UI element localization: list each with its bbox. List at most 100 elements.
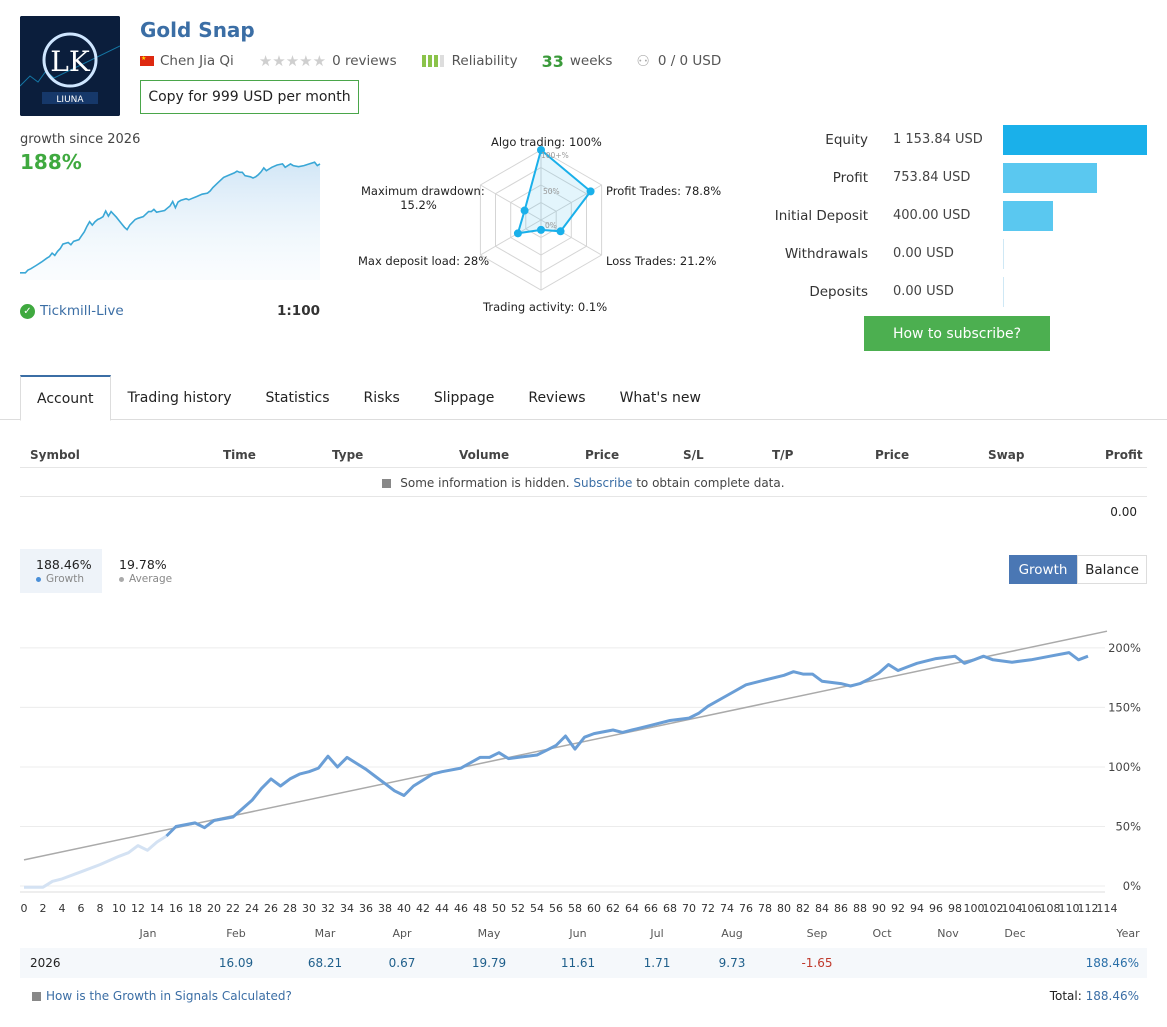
tab-risks[interactable]: Risks xyxy=(363,389,400,406)
copy-button[interactable]: Copy for 999 USD per month xyxy=(140,80,359,114)
x-tick-label: 50 xyxy=(492,902,506,915)
subscribe-link[interactable]: Subscribe xyxy=(573,476,633,490)
tab-statistics[interactable]: Statistics xyxy=(265,389,330,406)
logo-mark: LK xyxy=(50,45,91,78)
logo-text: LIUNA xyxy=(56,95,84,105)
x-tick-label: 92 xyxy=(891,902,905,915)
y-tick-label: 0% xyxy=(1123,879,1141,893)
radar-axis xyxy=(540,219,602,256)
x-tick-label: 2 xyxy=(40,902,47,915)
x-tick-label: 64 xyxy=(625,902,639,915)
tab-slippage[interactable]: Slippage xyxy=(433,389,495,406)
tab-reviews[interactable]: Reviews xyxy=(528,389,586,406)
col-type: Type xyxy=(332,448,364,462)
x-tick-label: 80 xyxy=(777,902,791,915)
radar-axis xyxy=(480,219,542,256)
x-tick-label: 46 xyxy=(454,902,468,915)
author-name[interactable]: Chen Jia Qi xyxy=(160,53,234,69)
x-tick-label: 20 xyxy=(207,902,221,915)
month-value: 11.61 xyxy=(560,956,596,970)
x-tick-label: 74 xyxy=(720,902,734,915)
x-tick-label: 94 xyxy=(910,902,924,915)
month-label: Aug xyxy=(721,927,743,940)
x-tick-label: 22 xyxy=(226,902,240,915)
reliability-icon xyxy=(421,55,444,67)
how-to-subscribe-button[interactable]: How to subscribe? xyxy=(864,316,1050,351)
x-tick-label: 34 xyxy=(340,902,354,915)
x-tick-label: 6 xyxy=(78,902,85,915)
equity-row: Withdrawals 0.00 USD xyxy=(760,239,1160,269)
average-line xyxy=(23,630,1108,861)
x-tick-label: 30 xyxy=(302,902,316,915)
radar-point xyxy=(537,146,545,154)
x-tick-label: 88 xyxy=(853,902,867,915)
y-tick-label: 50% xyxy=(1115,820,1141,834)
equity-row-value: 1 153.84 USD xyxy=(893,132,983,147)
x-tick-label: 10 xyxy=(112,902,126,915)
month-label: Dec xyxy=(1004,927,1026,940)
x-tick-label: 42 xyxy=(416,902,430,915)
month-label: Jun xyxy=(569,927,587,940)
radar-loss-label: Loss Trades: 21.2% xyxy=(606,254,717,268)
month-value: 16.09 xyxy=(218,956,254,970)
footer-total-label: Total: xyxy=(1049,989,1082,1003)
x-tick-label: 0 xyxy=(21,902,28,915)
signal-title[interactable]: Gold Snap xyxy=(140,18,255,42)
weeks-label: weeks xyxy=(569,53,613,69)
leverage-value: 1:100 xyxy=(277,303,320,319)
subscribers-value: 0 / 0 USD xyxy=(657,53,722,69)
x-tick-label: 72 xyxy=(701,902,715,915)
x-tick-label: 56 xyxy=(549,902,563,915)
growth-line-early xyxy=(24,834,168,889)
monthly-row xyxy=(20,948,1147,978)
growth-line xyxy=(165,651,1089,838)
x-tick-label: 54 xyxy=(530,902,544,915)
mini-growth-line xyxy=(20,161,321,274)
radar-algo-label: Algo trading: 100% xyxy=(491,135,602,149)
legend-average[interactable]: 19.78% Average xyxy=(110,549,190,593)
balance-toggle-button[interactable]: Balance xyxy=(1077,555,1147,584)
x-tick-label: 96 xyxy=(929,902,943,915)
month-value: 188.46% xyxy=(1085,956,1139,970)
x-tick-label: 76 xyxy=(739,902,753,915)
mini-growth-area xyxy=(20,162,320,280)
growth-toggle-button[interactable]: Growth xyxy=(1009,555,1077,584)
equity-row-label: Profit xyxy=(832,170,868,186)
x-tick-label: 98 xyxy=(948,902,962,915)
tab-whats-new[interactable]: What's new xyxy=(619,389,701,406)
broker-link[interactable]: ✓ Tickmill-Live xyxy=(20,303,124,319)
x-tick-label: 12 xyxy=(131,902,145,915)
month-label: Mar xyxy=(314,927,336,940)
rating-stars-icon: ★★★★★ xyxy=(258,52,327,70)
tab-account[interactable]: Account xyxy=(20,375,111,421)
radar-point xyxy=(556,227,565,236)
x-tick-label: 36 xyxy=(359,902,373,915)
x-tick-label: 90 xyxy=(872,902,886,915)
month-value: 19.79 xyxy=(471,956,507,970)
reviews-count[interactable]: 0 reviews xyxy=(332,53,397,69)
radar-profit-label: Profit Trades: 78.8% xyxy=(606,184,722,198)
growth-calc-text: How is the Growth in Signals Calculated? xyxy=(46,989,292,1003)
equity-row: Equity 1 153.84 USD xyxy=(760,125,1160,155)
equity-row-label: Deposits xyxy=(809,284,868,300)
month-label: Year xyxy=(1116,927,1140,940)
x-tick-label: 112 xyxy=(1078,902,1099,915)
x-tick-label: 108 xyxy=(1040,902,1061,915)
x-tick-label: 18 xyxy=(188,902,202,915)
equity-row: Initial Deposit 400.00 USD xyxy=(760,201,1160,231)
legend-growth[interactable]: 188.46% Growth xyxy=(20,549,102,593)
radar-ring-100: 100+% xyxy=(541,151,569,160)
reliability-label: Reliability xyxy=(451,53,518,69)
equity-row-label: Equity xyxy=(825,132,868,148)
x-tick-label: 48 xyxy=(473,902,487,915)
tab-trading-history[interactable]: Trading history xyxy=(127,389,232,406)
china-flag-icon xyxy=(140,56,154,66)
col-close-price: Price xyxy=(875,448,910,462)
x-tick-label: 8 xyxy=(97,902,104,915)
month-label: Jan xyxy=(139,927,157,940)
y-tick-label: 100% xyxy=(1108,760,1141,774)
growth-calc-link[interactable]: How is the Growth in Signals Calculated? xyxy=(32,989,292,1003)
x-tick-label: 114 xyxy=(1097,902,1118,915)
radar-chart: 100+% 50% 0% Algo trading: 100% Profit T… xyxy=(355,130,725,320)
month-label: Feb xyxy=(226,927,246,940)
